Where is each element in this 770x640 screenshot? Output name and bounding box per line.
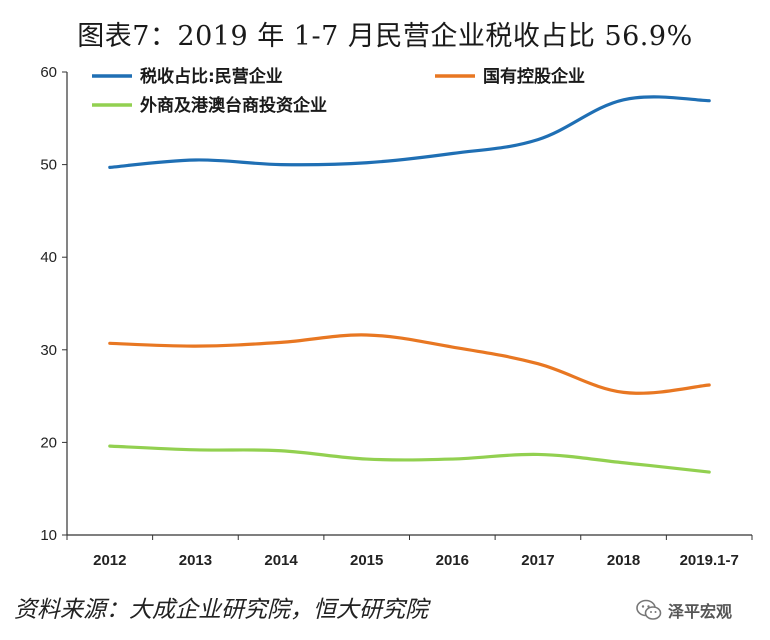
x-tick-label: 2016: [436, 552, 469, 569]
x-tick-label: 2019.1-7: [680, 552, 739, 569]
y-tick-label: 60: [40, 64, 57, 81]
chart-title: 图表7：2019 年 1-7 月民营企业税收占比 56.9%: [77, 21, 693, 52]
x-tick-label: 2014: [264, 552, 298, 569]
y-tick-label: 50: [40, 157, 57, 174]
legend-label-0: 税收占比:民营企业: [140, 66, 283, 87]
y-tick-label: 30: [40, 342, 57, 359]
series-line-2: [108, 444, 711, 474]
legend-label-1: 国有控股企业: [483, 66, 585, 87]
x-tick-label: 2018: [607, 552, 640, 569]
x-tick-label: 2013: [179, 552, 212, 569]
x-axis-ticks: 2012 2013 2014 2015 2016 2017 2018 2019.1-7: [66, 535, 753, 569]
series-line-1: [108, 333, 711, 395]
x-tick-label: 2012: [93, 552, 126, 569]
series-lines: [108, 95, 711, 474]
source-note: 资料来源：大成企业研究院，恒大研究院: [14, 597, 428, 623]
x-tick-label: 2015: [350, 552, 383, 569]
series-line-0: [108, 95, 711, 169]
watermark: 泽平宏观: [636, 598, 732, 622]
x-tick-label: 2017: [521, 552, 554, 569]
y-tick-label: 20: [40, 434, 57, 451]
y-tick-label: 10: [40, 527, 57, 544]
watermark-text: 泽平宏观: [668, 602, 733, 621]
legend-label-2: 外商及港澳台商投资企业: [140, 95, 327, 116]
y-axis-ticks: 10 20 30 40 50 60: [40, 64, 67, 544]
wechat-icon: [636, 599, 662, 620]
y-tick-label: 40: [40, 249, 57, 266]
